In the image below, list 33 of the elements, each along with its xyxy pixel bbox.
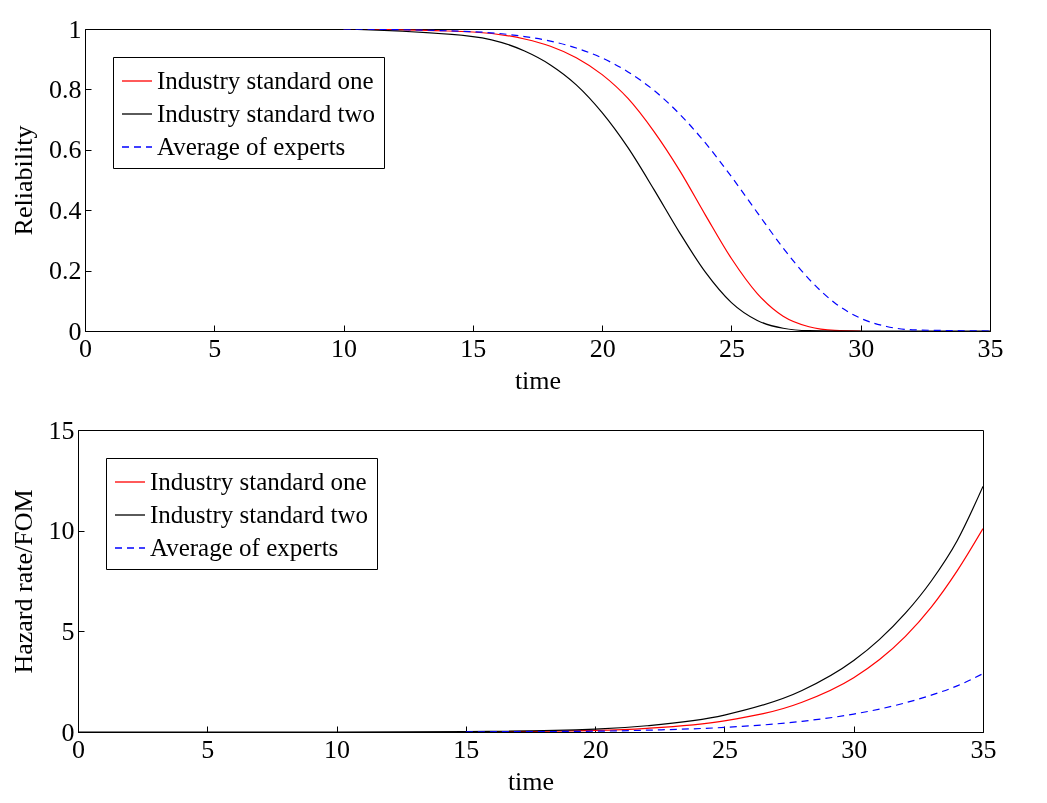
y-tick-label: 15 (48, 415, 75, 445)
x-tick-label: 5 (201, 734, 215, 764)
y-axis-title: Reliability (9, 125, 38, 236)
x-tick-label: 20 (589, 333, 616, 363)
y-tick-label: 10 (48, 516, 75, 546)
x-tick-label: 20 (582, 734, 609, 764)
x-tick-label: 10 (324, 734, 351, 764)
y-tick-label: 0.6 (49, 135, 82, 165)
y-tick-label: 0.2 (49, 256, 82, 286)
x-tick-label: 15 (453, 734, 480, 764)
legend-label: Average of experts (150, 534, 339, 561)
y-tick-label: 0.8 (49, 74, 82, 104)
x-tick-label: 10 (331, 333, 358, 363)
x-tick-label: 35 (970, 734, 997, 764)
x-tick-label: 5 (208, 333, 222, 363)
x-tick-label: 35 (977, 333, 1004, 363)
x-axis-title: time (507, 766, 555, 796)
x-tick-label: 25 (718, 333, 745, 363)
y-axis-title: Hazard rate/FOM (8, 489, 38, 674)
x-tick-label: 25 (711, 734, 738, 764)
y-tick-label: 1 (68, 14, 82, 44)
legend-label: Average of experts (157, 133, 346, 160)
x-tick-label: 30 (841, 734, 868, 764)
legend-label: Industry standard two (150, 501, 369, 528)
x-axis-title: time (514, 365, 562, 395)
legend-label: Industry standard one (150, 468, 367, 495)
y-tick-label: 5 (61, 616, 75, 646)
legend-label: Industry standard one (157, 67, 374, 94)
legend-label: Industry standard two (157, 100, 376, 127)
x-tick-label: 30 (848, 333, 875, 363)
x-tick-label: 15 (460, 333, 487, 363)
y-tick-label: 0.4 (49, 195, 82, 225)
line-series (465, 673, 983, 732)
